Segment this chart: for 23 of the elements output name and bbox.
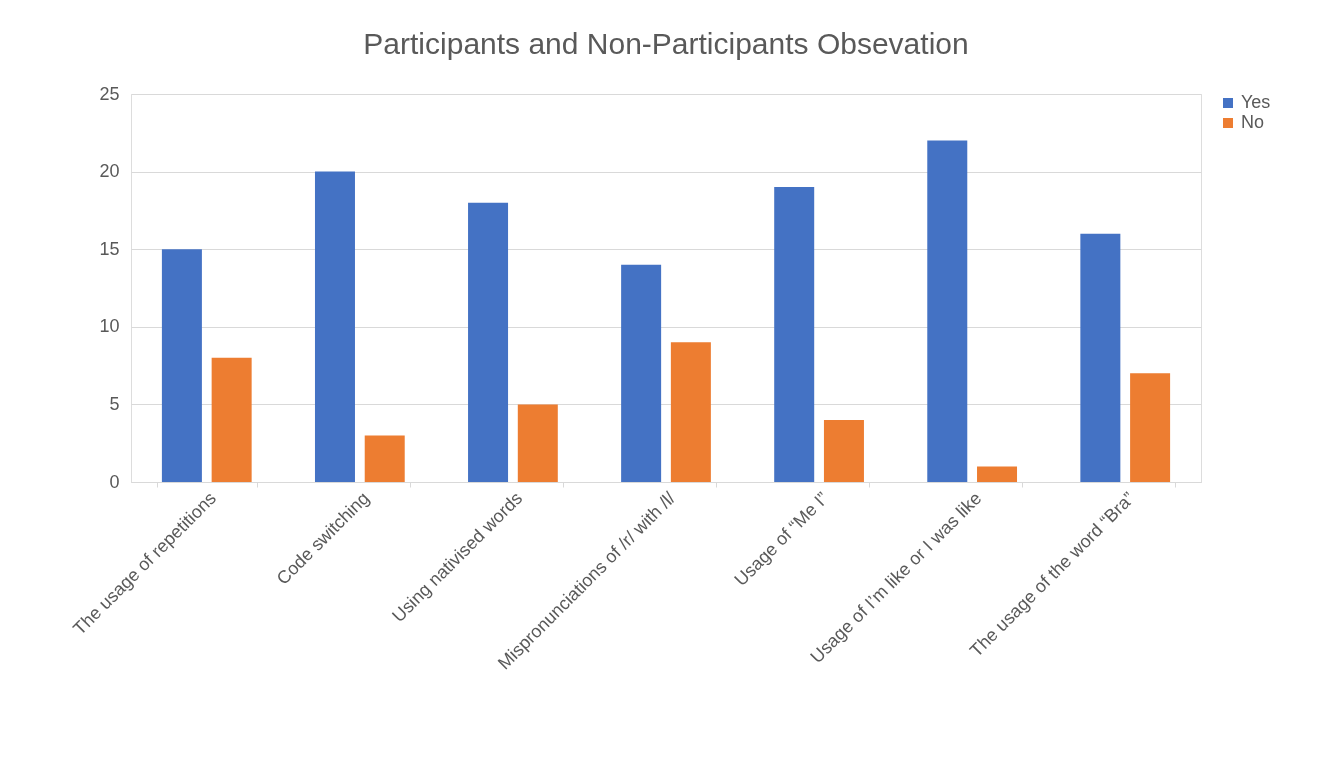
y-tick-label: 5 [109,393,120,414]
bar [977,466,1018,482]
bar [670,342,711,482]
bar [1080,233,1121,482]
bar [774,187,815,482]
legend-label: Yes [1241,92,1271,112]
bar [517,404,558,482]
bar [161,249,202,482]
y-tick-label: 15 [99,238,120,259]
bar [1130,373,1171,482]
bar [468,202,509,482]
bar [211,357,252,482]
bar [314,171,355,482]
bar [364,435,405,482]
y-tick-label: 0 [109,471,120,492]
bar [823,419,864,482]
y-tick-label: 20 [99,161,120,182]
y-tick-label: 10 [99,316,120,337]
bar [621,264,662,482]
bar [927,140,968,482]
chart-title: Participants and Non-Participants Obsevation [363,27,969,60]
legend-label: No [1241,112,1265,132]
y-tick-label: 25 [99,83,120,104]
